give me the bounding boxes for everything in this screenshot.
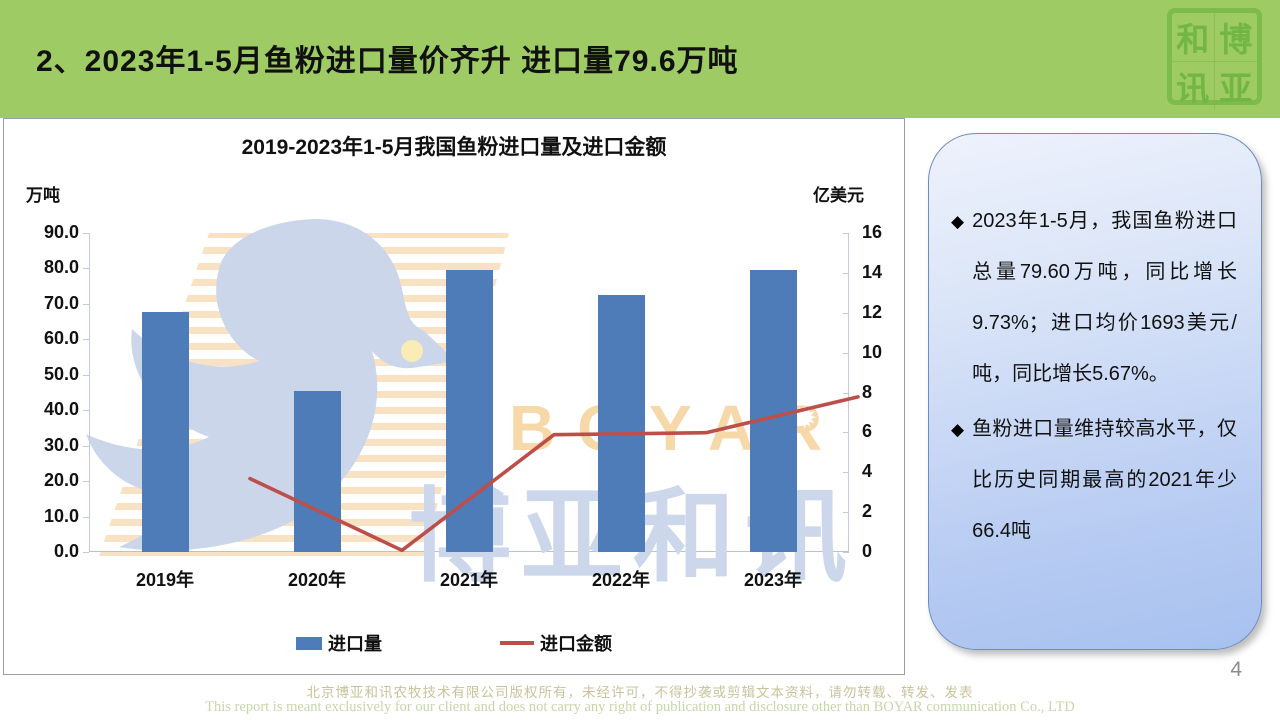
left-tick-label: 20.0 (43, 470, 79, 491)
line-swatch-icon (500, 641, 534, 645)
import-volume-bar (749, 269, 797, 552)
plot-area: 90.0 80.0 70.0 60.0 50.0 40.0 30.0 20.0 10.0 0.0 1… (44, 222, 882, 561)
logo-char: 亚 (1219, 70, 1253, 107)
x-axis-label: 2020年 (287, 570, 347, 590)
right-axis-unit: 亿美元 (813, 186, 864, 205)
summary-panel: ◆ 2023年1-5月，我国鱼粉进口总量79.60万吨，同比增长9.73%；进口均… (928, 133, 1262, 650)
summary-bullet: ◆ 鱼粉进口量维持较高水平，仅比历史同期最高的2021年少66.4吨 (951, 404, 1237, 557)
value-line-series (248, 395, 860, 553)
legend-item-line: 进口金额 (500, 630, 612, 656)
left-tick-label: 30.0 (43, 434, 79, 455)
legend-label: 进口金额 (540, 634, 612, 654)
right-tick-mark (843, 552, 849, 553)
chart-legend: 进口量 进口金额 (4, 630, 904, 656)
logo-char: 和 (1172, 13, 1215, 62)
left-tick-mark (83, 339, 89, 341)
right-tick-label: 6 (862, 421, 873, 442)
left-tick-mark (83, 481, 89, 483)
summary-bullet-text: 鱼粉进口量维持较高水平，仅比历史同期最高的2021年少66.4吨 (972, 418, 1237, 542)
boyar-seal-logo-icon: 和 博 讯 亚 (1167, 8, 1262, 110)
right-tick-mark (843, 233, 849, 234)
right-tick-mark (843, 512, 849, 514)
left-tick-mark (83, 268, 89, 270)
x-axis-label: 2023年 (743, 570, 803, 590)
right-tick-label: 4 (862, 461, 873, 482)
left-tick-label: 40.0 (43, 399, 79, 420)
left-tick-label: 60.0 (43, 328, 79, 349)
page-number: 4 (1230, 658, 1242, 681)
logo-char: 博 (1214, 13, 1257, 62)
right-tick-mark (843, 472, 849, 474)
import-volume-bar (597, 295, 645, 552)
left-axis-line (89, 233, 90, 552)
left-tick-mark (83, 303, 89, 305)
left-tick-mark (83, 374, 89, 376)
chart-title: 2019-2023年1-5月我国鱼粉进口量及进口金额 (241, 136, 667, 159)
header-band: 2、2023年1-5月鱼粉进口量价齐升 进口量79.6万吨 和 博 讯 亚 (0, 0, 1280, 118)
left-tick-mark (83, 410, 89, 412)
right-tick-label: 14 (862, 261, 883, 282)
x-axis-label: 2022年 (591, 570, 651, 590)
right-tick-mark (843, 392, 849, 394)
left-tick-mark (83, 233, 89, 234)
diamond-bullet-icon: ◆ (951, 212, 965, 231)
left-tick-label: 70.0 (43, 292, 79, 313)
right-tick-mark (843, 312, 849, 314)
legend-label: 进口量 (328, 634, 382, 654)
import-volume-bar (445, 269, 493, 552)
copyright-line-en: This report is meant exclusively for our… (205, 699, 1075, 715)
left-tick-label: 80.0 (43, 257, 79, 278)
right-tick-mark (843, 352, 849, 354)
x-axis-label: 2019年 (135, 570, 195, 590)
import-volume-bar (141, 312, 189, 552)
right-tick-label: 12 (862, 301, 883, 322)
right-tick-mark (843, 432, 849, 434)
summary-bullet-text: 2023年1-5月，我国鱼粉进口总量79.60万吨，同比增长9.73%；进口均价… (972, 210, 1237, 385)
left-tick-label: 90.0 (43, 222, 79, 242)
left-tick-label: 10.0 (43, 505, 79, 526)
logo-char: 讯 (1172, 62, 1215, 110)
bar-swatch-icon (296, 636, 322, 650)
left-tick-mark (83, 516, 89, 518)
left-tick-label: 50.0 (43, 363, 79, 384)
diamond-bullet-icon: ◆ (951, 420, 965, 439)
left-tick-mark (83, 445, 89, 447)
right-tick-label: 2 (862, 501, 873, 522)
left-tick-label: 0.0 (53, 541, 79, 561)
left-tick-mark (83, 552, 89, 553)
copyright-line-cn: 北京博亚和讯农牧技术有限公司版权所有，未经许可，不得抄袭或剪辑文本资料，请勿转载… (306, 685, 974, 700)
summary-bullet: ◆ 2023年1-5月，我国鱼粉进口总量79.60万吨，同比增长9.73%；进口均… (951, 196, 1237, 400)
right-tick-label: 8 (862, 381, 873, 402)
left-axis-unit: 万吨 (26, 186, 60, 205)
x-axis-label: 2021年 (439, 570, 499, 590)
right-tick-label: 0 (862, 541, 873, 561)
right-tick-label: 16 (862, 222, 883, 242)
right-tick-mark (843, 272, 849, 274)
slide-title: 2、2023年1-5月鱼粉进口量价齐升 进口量79.6万吨 (36, 45, 739, 78)
import-volume-bar (293, 390, 341, 552)
right-tick-label: 10 (862, 341, 883, 362)
legend-item-bar: 进口量 (296, 630, 382, 656)
chart-panel: BOYAR ✹ 博亚和讯 2019-2023年1-5月我国鱼粉进口量及进口金额 … (3, 118, 905, 675)
